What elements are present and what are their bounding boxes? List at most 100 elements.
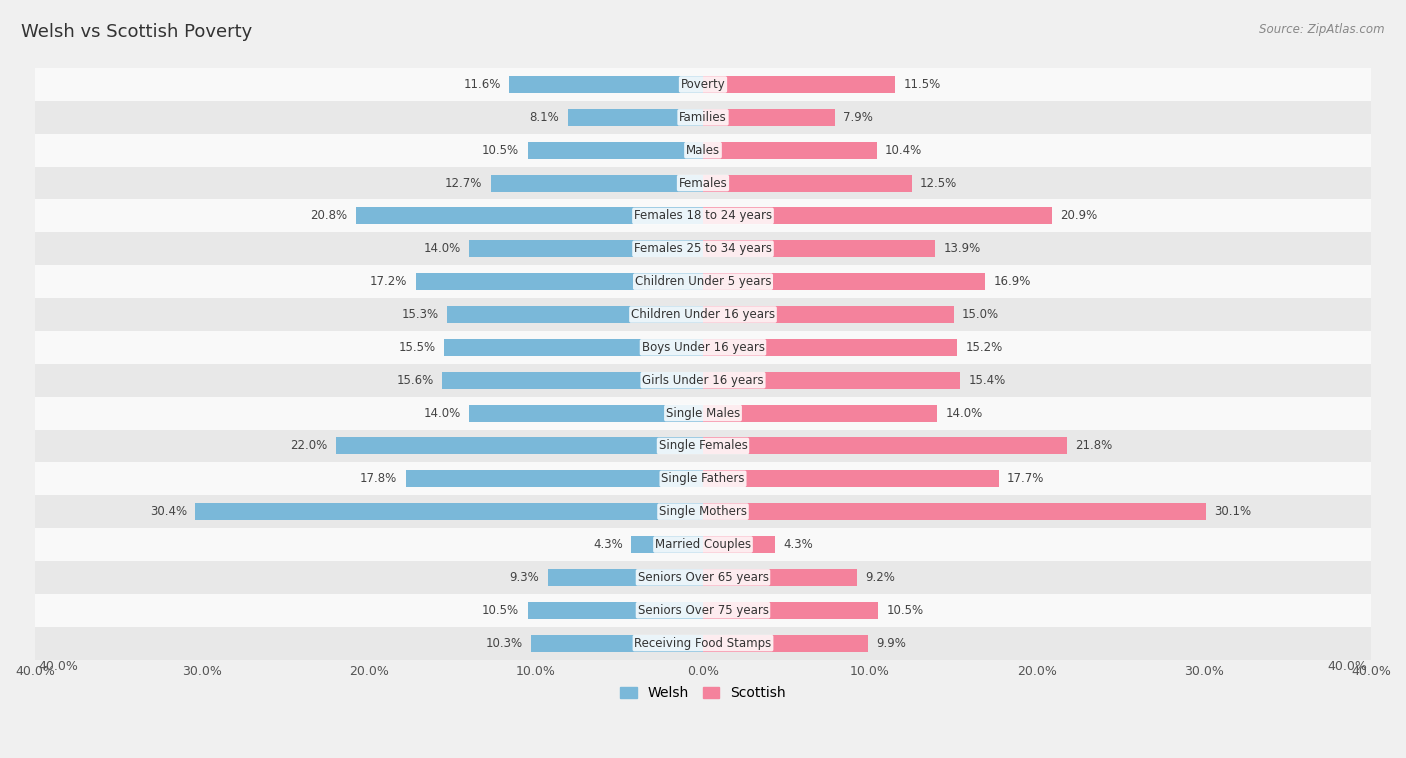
Text: 7.9%: 7.9% [844,111,873,124]
Text: 12.5%: 12.5% [920,177,957,190]
Text: 9.3%: 9.3% [509,571,540,584]
Text: Seniors Over 65 years: Seniors Over 65 years [637,571,769,584]
Text: Seniors Over 75 years: Seniors Over 75 years [637,603,769,617]
Bar [35,462,1371,495]
Bar [703,76,896,93]
Bar [35,167,1371,199]
Text: 30.1%: 30.1% [1213,505,1251,518]
Bar [703,602,879,619]
Bar [703,174,911,192]
Bar [447,306,703,323]
Text: 10.5%: 10.5% [482,603,519,617]
Text: 9.9%: 9.9% [877,637,907,650]
Text: 17.2%: 17.2% [370,275,408,288]
Text: 13.9%: 13.9% [943,243,981,255]
Bar [195,503,703,520]
Text: Receiving Food Stamps: Receiving Food Stamps [634,637,772,650]
Text: 10.4%: 10.4% [884,144,922,157]
Bar [35,133,1371,167]
Text: 15.3%: 15.3% [402,308,439,321]
Text: Families: Families [679,111,727,124]
Bar [336,437,703,455]
Bar [491,174,703,192]
Text: Poverty: Poverty [681,78,725,91]
Text: 15.5%: 15.5% [399,341,436,354]
Text: 16.9%: 16.9% [994,275,1031,288]
Text: Girls Under 16 years: Girls Under 16 years [643,374,763,387]
Text: 8.1%: 8.1% [530,111,560,124]
Text: 14.0%: 14.0% [945,406,983,420]
Bar [416,273,703,290]
Bar [35,594,1371,627]
Text: 4.3%: 4.3% [783,538,813,551]
Text: Single Fathers: Single Fathers [661,472,745,485]
Text: Children Under 16 years: Children Under 16 years [631,308,775,321]
Legend: Welsh, Scottish: Welsh, Scottish [614,681,792,706]
Bar [35,561,1371,594]
Text: 11.6%: 11.6% [464,78,501,91]
Text: Source: ZipAtlas.com: Source: ZipAtlas.com [1260,23,1385,36]
Bar [703,371,960,389]
Text: Married Couples: Married Couples [655,538,751,551]
Text: 15.4%: 15.4% [969,374,1005,387]
Text: 14.0%: 14.0% [423,406,461,420]
Bar [527,142,703,158]
Bar [703,142,877,158]
Text: 22.0%: 22.0% [290,440,328,453]
Bar [509,76,703,93]
Text: 30.4%: 30.4% [150,505,187,518]
Bar [35,298,1371,331]
Text: Single Females: Single Females [658,440,748,453]
Text: 9.2%: 9.2% [865,571,894,584]
Text: Children Under 5 years: Children Under 5 years [634,275,772,288]
Text: Welsh vs Scottish Poverty: Welsh vs Scottish Poverty [21,23,252,41]
Bar [703,470,998,487]
Bar [703,405,936,421]
Text: 15.0%: 15.0% [962,308,1000,321]
Bar [35,396,1371,430]
Bar [35,101,1371,133]
Text: 15.6%: 15.6% [396,374,434,387]
Bar [35,68,1371,101]
Text: 10.3%: 10.3% [485,637,523,650]
Text: 10.5%: 10.5% [482,144,519,157]
Bar [444,339,703,356]
Bar [703,503,1206,520]
Text: Single Mothers: Single Mothers [659,505,747,518]
Bar [548,568,703,586]
Bar [35,495,1371,528]
Bar [568,109,703,126]
Bar [35,430,1371,462]
Text: 14.0%: 14.0% [423,243,461,255]
Text: 21.8%: 21.8% [1076,440,1112,453]
Bar [703,536,775,553]
Bar [35,331,1371,364]
Bar [527,602,703,619]
Bar [703,306,953,323]
Bar [703,208,1052,224]
Bar [470,405,703,421]
Text: Males: Males [686,144,720,157]
Bar [406,470,703,487]
Bar [703,339,957,356]
Text: 15.2%: 15.2% [965,341,1002,354]
Bar [35,199,1371,233]
Text: 17.8%: 17.8% [360,472,398,485]
Bar [703,437,1067,455]
Text: Boys Under 16 years: Boys Under 16 years [641,341,765,354]
Bar [35,265,1371,298]
Bar [703,273,986,290]
Text: 20.9%: 20.9% [1060,209,1098,222]
Bar [470,240,703,257]
Text: Females 18 to 24 years: Females 18 to 24 years [634,209,772,222]
Bar [35,528,1371,561]
Bar [703,240,935,257]
Text: 11.5%: 11.5% [904,78,941,91]
Bar [35,627,1371,659]
Bar [703,568,856,586]
Text: 12.7%: 12.7% [446,177,482,190]
Bar [703,109,835,126]
Bar [443,371,703,389]
Text: 40.0%: 40.0% [1327,660,1368,673]
Text: Single Males: Single Males [666,406,740,420]
